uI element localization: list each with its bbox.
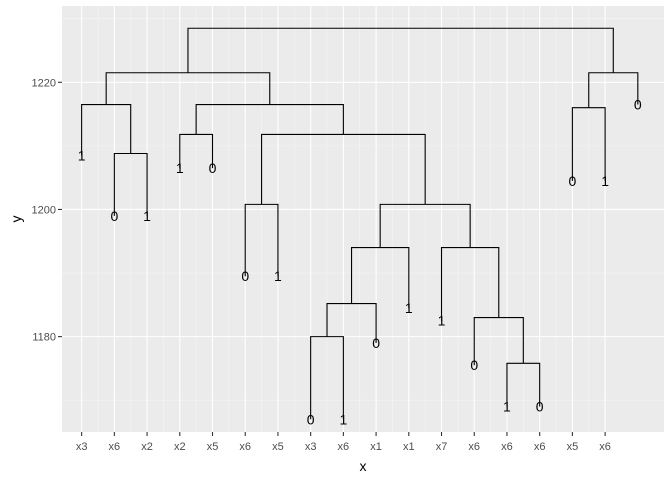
dendrogram-branches bbox=[81, 27, 639, 420]
x-tick-label: x2 bbox=[141, 441, 153, 453]
dendrogram-branch bbox=[440, 247, 500, 321]
dendrogram-branch bbox=[187, 27, 614, 73]
x-tick-label: x6 bbox=[599, 441, 611, 453]
y-tick-label: 1200 bbox=[32, 204, 56, 216]
x-tick-label: x6 bbox=[501, 441, 513, 453]
x-tick-label: x3 bbox=[305, 441, 317, 453]
leaf-label: 1 bbox=[274, 268, 282, 284]
leaf-label: 1 bbox=[405, 300, 413, 316]
leaf-label: 0 bbox=[568, 173, 576, 189]
leaf-labels: 1 0 1 1 0 0 1 0 1 0 1 1 0 1 0 0 1 0 bbox=[78, 97, 642, 428]
leaf-label: 0 bbox=[372, 335, 380, 351]
x-tick-label: x1 bbox=[370, 441, 382, 453]
y-axis: 1180 1200 1220 bbox=[32, 77, 62, 344]
leaf-label: 0 bbox=[634, 97, 642, 113]
x-tick-label: x6 bbox=[534, 441, 546, 453]
x-tick-label: x5 bbox=[272, 441, 284, 453]
leaf-label: 1 bbox=[78, 147, 86, 163]
x-tick-label: x6 bbox=[468, 441, 480, 453]
x-tick-label: x5 bbox=[207, 441, 219, 453]
leaf-label: 0 bbox=[307, 411, 315, 427]
grid-minor bbox=[62, 6, 664, 432]
dendrogram-branch bbox=[310, 336, 344, 420]
leaf-label: 0 bbox=[536, 399, 544, 415]
grid-major bbox=[62, 6, 664, 432]
leaf-label: 1 bbox=[438, 313, 446, 329]
x-axis: x3 x6 x2 x2 x5 x6 x5 x3 x6 x1 x1 x7 x6 x6 x6 x5 x6 bbox=[76, 432, 611, 453]
dendrogram-branch bbox=[261, 133, 426, 205]
dendrogram-branch bbox=[105, 72, 271, 105]
leaf-label: 0 bbox=[470, 357, 478, 373]
leaf-label: 1 bbox=[503, 399, 511, 415]
dendrogram-branch bbox=[179, 133, 214, 169]
dendrogram-branch bbox=[588, 72, 639, 108]
panel-background bbox=[62, 6, 664, 432]
x-tick-label: x6 bbox=[239, 441, 251, 453]
x-tick-label: x5 bbox=[567, 441, 579, 453]
x-axis-title: x bbox=[360, 458, 367, 474]
leaf-label: 1 bbox=[339, 411, 347, 427]
leaf-label: 0 bbox=[209, 160, 217, 176]
leaf-label: 1 bbox=[176, 160, 184, 176]
leaf-label: 1 bbox=[143, 208, 151, 224]
x-tick-label: x6 bbox=[109, 441, 121, 453]
x-tick-label: x7 bbox=[436, 441, 448, 453]
dendrogram-branch bbox=[350, 247, 410, 309]
y-tick-label: 1180 bbox=[32, 332, 56, 344]
x-tick-label: x1 bbox=[403, 441, 415, 453]
leaf-label: 0 bbox=[241, 268, 249, 284]
leaf-label: 1 bbox=[601, 173, 609, 189]
x-tick-label: x6 bbox=[338, 441, 350, 453]
x-tick-label: x2 bbox=[174, 441, 186, 453]
x-tick-label: x3 bbox=[76, 441, 88, 453]
leaf-label: 0 bbox=[110, 208, 118, 224]
y-axis-title: y bbox=[8, 216, 24, 223]
y-tick-label: 1220 bbox=[32, 77, 56, 89]
